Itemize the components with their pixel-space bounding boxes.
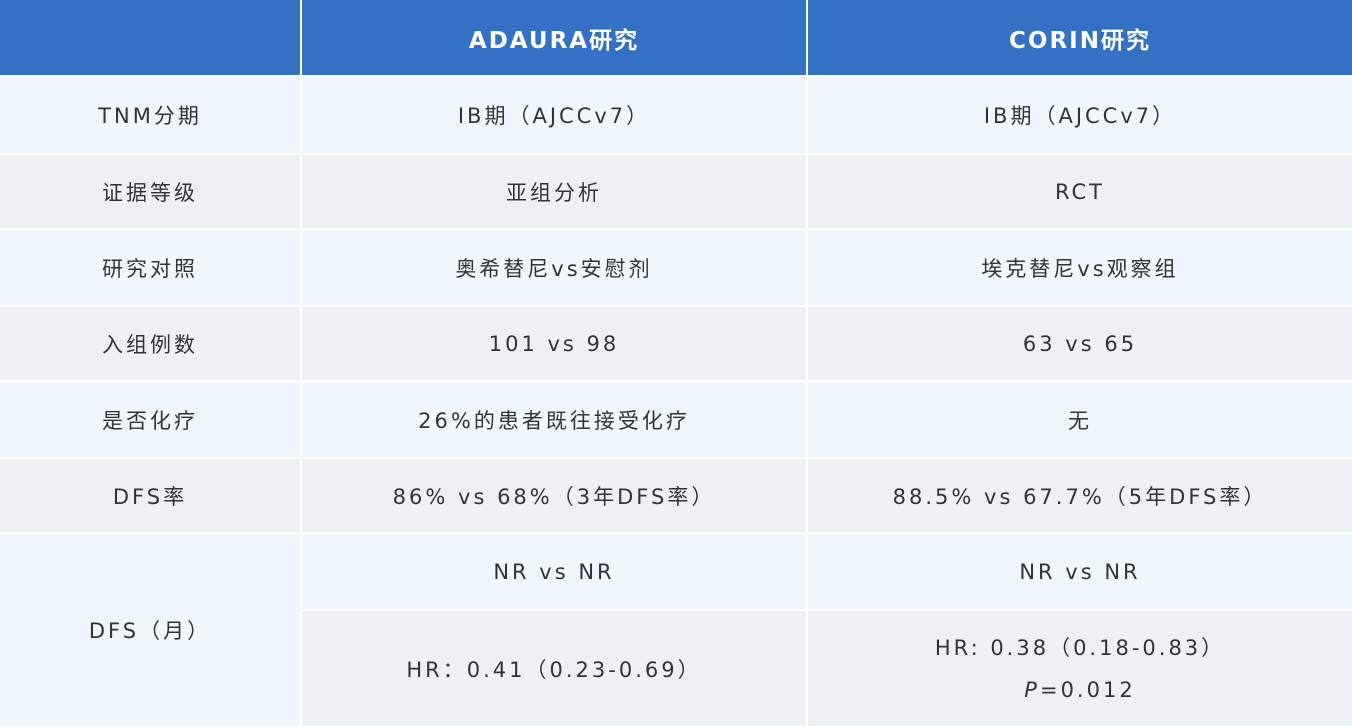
row-label: TNM分期 [0,77,300,153]
cell-corin: IB期（AJCCv7） [808,77,1352,153]
cell-adaura: IB期（AJCCv7） [302,77,806,153]
header-adaura: ADAURA研究 [302,0,806,75]
cell-adaura: 亚组分析 [302,155,806,228]
row-label: 研究对照 [0,230,300,305]
cell-adaura-dfs-median: NR vs NR [302,534,806,609]
header-corner [0,0,300,75]
corin-hr-text: HR: 0.38（0.18-0.83） [934,635,1226,660]
cell-corin-dfs-median: NR vs NR [808,534,1352,609]
cell-corin-hr: HR: 0.38（0.18-0.83） P=0.012 [808,611,1352,726]
row-label: 证据等级 [0,155,300,228]
cell-adaura-hr: HR：0.41（0.23-0.69） [302,611,806,726]
cell-adaura: 101 vs 98 [302,307,806,380]
cell-adaura: 86% vs 68%（3年DFS率） [302,459,806,532]
p-value: =0.012 [1039,677,1136,702]
cell-corin: 埃克替尼vs观察组 [808,230,1352,305]
cell-adaura: 奥希替尼vs安慰剂 [302,230,806,305]
row-label: DFS率 [0,459,300,532]
cell-corin: 无 [808,382,1352,457]
row-label: 入组例数 [0,307,300,380]
corin-p-value: P=0.012 [1024,669,1135,711]
cell-corin: RCT [808,155,1352,228]
p-symbol: P [1024,677,1040,702]
cell-corin: 88.5% vs 67.7%（5年DFS率） [808,459,1352,532]
row-label-dfs: DFS（月） [0,534,300,726]
cell-adaura: 26%的患者既往接受化疗 [302,382,806,457]
cell-corin: 63 vs 65 [808,307,1352,380]
row-label: 是否化疗 [0,382,300,457]
header-corin: CORIN研究 [808,0,1352,75]
